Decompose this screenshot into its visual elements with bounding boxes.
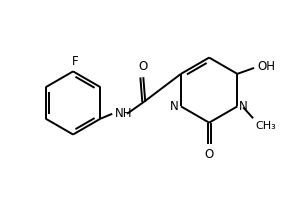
Text: N: N bbox=[170, 100, 179, 113]
Text: O: O bbox=[138, 60, 147, 73]
Text: CH₃: CH₃ bbox=[255, 121, 276, 131]
Text: O: O bbox=[205, 148, 214, 161]
Text: F: F bbox=[72, 55, 78, 69]
Text: OH: OH bbox=[257, 60, 275, 73]
Text: N: N bbox=[239, 100, 248, 113]
Text: NH: NH bbox=[115, 107, 133, 120]
